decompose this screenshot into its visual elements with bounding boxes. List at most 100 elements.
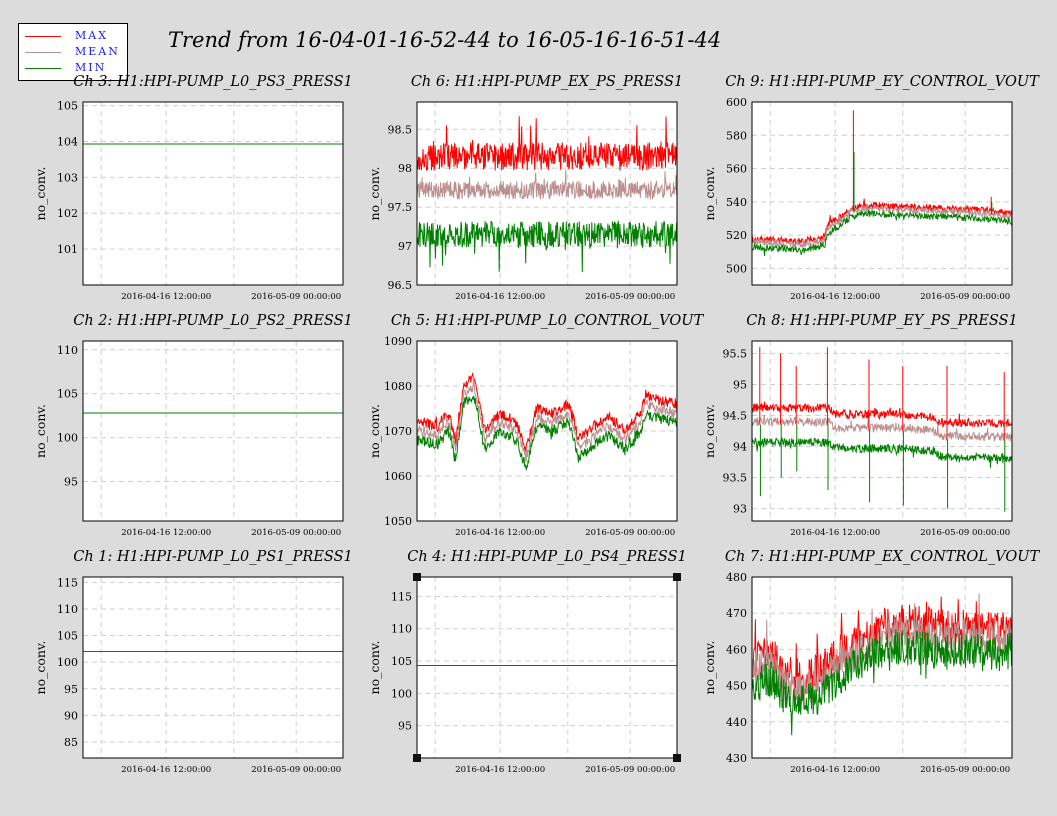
y-tick-label: 85 (64, 736, 78, 749)
y-tick-label: 102 (57, 207, 78, 220)
y-tick-label: 104 (57, 135, 78, 148)
chart-title: Ch 5: H1:HPI-PUMP_L0_CONTROL_VOUT (391, 313, 705, 329)
y-tick-label: 94 (733, 441, 747, 454)
x-tick-label: 2016-05-09 00:00:00 (920, 765, 1010, 775)
y-tick-label: 100 (391, 687, 412, 700)
x-tick-label: 2016-04-16 12:00:00 (121, 528, 211, 538)
selection-handle[interactable] (673, 754, 681, 762)
legend-label-mean: MEAN (75, 45, 120, 58)
x-tick-label: 2016-05-09 00:00:00 (920, 292, 1010, 302)
chart-panel-4: Ch 2: H1:HPI-PUMP_L0_PS2_PRESS1 95 100 105 1… (33, 313, 353, 538)
plot-frame (751, 576, 1013, 759)
x-tick-label: 2016-04-16 12:00:00 (790, 528, 880, 538)
x-tick-label: 2016-05-09 00:00:00 (585, 765, 675, 775)
y-tick-label: 480 (726, 571, 747, 584)
y-tick-label: 600 (726, 96, 747, 109)
series-max-line (417, 116, 677, 171)
y-tick-label: 96.5 (388, 279, 413, 292)
y-tick-label: 460 (726, 643, 747, 656)
chart-panel-7: Ch 1: H1:HPI-PUMP_L0_PS1_PRESS1 85 90 95 100… (33, 549, 353, 775)
x-tick-label: 2016-05-09 00:00:00 (251, 765, 341, 775)
x-tick-label: 2016-04-16 12:00:00 (455, 292, 545, 302)
x-tick-label: 2016-05-09 00:00:00 (920, 528, 1010, 538)
plot-frame (416, 576, 678, 759)
y-axis-label: no_conv. (702, 404, 717, 458)
y-tick-label: 105 (57, 388, 78, 401)
y-tick-label: 93.5 (723, 472, 748, 485)
series-group (752, 347, 1012, 512)
y-tick-label: 100 (57, 656, 78, 669)
plot-area (83, 341, 343, 521)
y-tick-label: 540 (726, 196, 747, 209)
x-tick-label: 2016-04-16 12:00:00 (455, 528, 545, 538)
chart-title: Ch 8: H1:HPI-PUMP_EY_PS_PRESS1 (746, 313, 1018, 329)
y-tick-label: 98 (398, 162, 412, 175)
series-group (752, 593, 1012, 736)
x-tick-label: 2016-04-16 12:00:00 (790, 765, 880, 775)
legend-swatch-mean (25, 52, 61, 53)
series-min-line (752, 629, 1012, 736)
series-min-line (417, 395, 677, 471)
legend-label-max: MAX (75, 29, 109, 42)
x-tick-label: 2016-04-16 12:00:00 (790, 292, 880, 302)
y-axis-label: no_conv. (367, 404, 382, 458)
legend-item-mean: MEAN (19, 44, 127, 60)
y-tick-label: 105 (391, 655, 412, 668)
chart-panel-8: Ch 4: H1:HPI-PUMP_L0_PS4_PRESS1 95 100 105 1… (367, 549, 687, 775)
plot-area (417, 577, 677, 758)
y-axis-label: no_conv. (33, 404, 48, 458)
y-axis-label: no_conv. (702, 167, 717, 221)
series-mean-line (752, 204, 1012, 249)
y-tick-label: 1090 (384, 335, 412, 348)
y-axis-label: no_conv. (367, 641, 382, 695)
y-axis-label: no_conv. (702, 641, 717, 695)
plot-area (83, 577, 343, 758)
x-tick-label: 2016-05-09 00:00:00 (585, 528, 675, 538)
selection-handle[interactable] (673, 573, 681, 581)
y-tick-label: 110 (57, 603, 78, 616)
chart-title: Ch 1: H1:HPI-PUMP_L0_PS1_PRESS1 (73, 549, 353, 565)
series-group (752, 110, 1012, 257)
series-max-line (752, 198, 1012, 247)
chart-title: Ch 7: H1:HPI-PUMP_EX_CONTROL_VOUT (725, 549, 1041, 565)
y-tick-label: 1050 (384, 515, 412, 528)
y-tick-label: 110 (57, 344, 78, 357)
y-tick-label: 470 (726, 607, 747, 620)
chart-title: Ch 3: H1:HPI-PUMP_L0_PS3_PRESS1 (73, 74, 353, 90)
series-min-line (417, 219, 677, 273)
y-tick-label: 115 (57, 576, 78, 589)
plot-area (752, 102, 1012, 285)
y-tick-label: 95 (64, 475, 78, 488)
chart-title: Ch 2: H1:HPI-PUMP_L0_PS2_PRESS1 (73, 313, 353, 329)
plot-frame (416, 101, 678, 286)
y-tick-label: 100 (57, 432, 78, 445)
y-tick-label: 1060 (384, 470, 412, 483)
y-tick-label: 95 (733, 378, 747, 391)
plot-frame (751, 340, 1013, 522)
y-tick-label: 94.5 (723, 409, 748, 422)
y-tick-label: 1070 (384, 425, 412, 438)
y-tick-label: 95 (64, 683, 78, 696)
y-tick-label: 520 (726, 229, 747, 242)
chart-title: Ch 9: H1:HPI-PUMP_EY_CONTROL_VOUT (725, 74, 1040, 90)
x-tick-label: 2016-05-09 00:00:00 (251, 528, 341, 538)
y-tick-label: 93 (733, 503, 747, 516)
x-tick-label: 2016-04-16 12:00:00 (121, 765, 211, 775)
y-axis-label: no_conv. (367, 167, 382, 221)
plot-frame (751, 101, 1013, 286)
y-tick-label: 560 (726, 163, 747, 176)
legend: MAX MEAN MIN (18, 23, 128, 81)
y-tick-label: 101 (57, 243, 78, 256)
x-tick-label: 2016-05-09 00:00:00 (585, 292, 675, 302)
y-tick-label: 105 (57, 630, 78, 643)
legend-swatch-min (25, 68, 61, 69)
y-tick-label: 430 (726, 752, 747, 765)
y-tick-label: 580 (726, 129, 747, 142)
y-axis-label: no_conv. (33, 641, 48, 695)
selection-handle[interactable] (413, 754, 421, 762)
chart-panel-9: Ch 7: H1:HPI-PUMP_EX_CONTROL_VOUT 430 440 4… (702, 549, 1040, 775)
plot-frame (82, 101, 344, 286)
plot-area (83, 102, 343, 285)
selection-handle[interactable] (413, 573, 421, 581)
y-tick-label: 115 (391, 590, 412, 603)
